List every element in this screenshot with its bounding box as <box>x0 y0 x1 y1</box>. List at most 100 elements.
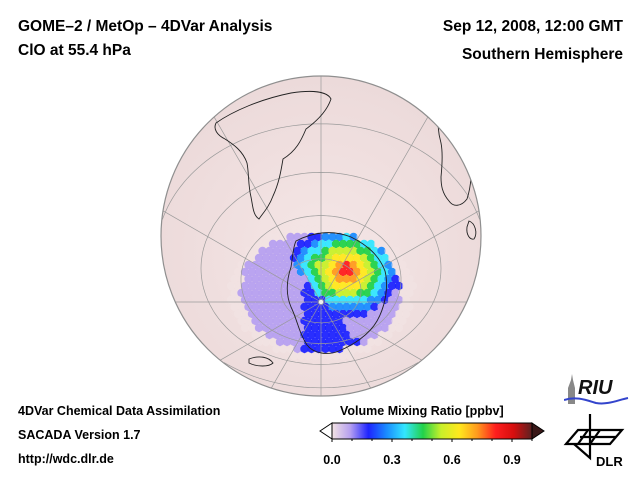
field-cell <box>387 267 397 277</box>
field-cell <box>398 302 407 312</box>
riu-logo: RIU <box>564 374 629 405</box>
field-cell <box>328 274 337 284</box>
field-cell <box>391 302 400 312</box>
field-cell <box>342 274 351 284</box>
field-cell <box>405 302 414 312</box>
field-cell <box>328 218 337 228</box>
field-cell <box>244 288 253 298</box>
field-cell <box>338 351 348 361</box>
field-cell <box>398 316 407 326</box>
field-cell <box>373 281 383 291</box>
field-cell <box>261 239 271 249</box>
field-cell <box>335 316 344 326</box>
field-cell <box>300 218 309 228</box>
field-cell <box>261 309 271 319</box>
field-cell <box>338 239 348 249</box>
field-cell <box>405 274 414 284</box>
field-cell <box>398 260 407 270</box>
field-cell <box>303 225 313 235</box>
field-cell <box>286 316 295 326</box>
field-cell <box>300 260 309 270</box>
colorbar-tick-3: 0.9 <box>503 453 521 467</box>
field-cell <box>398 288 407 298</box>
field-cell <box>370 232 379 242</box>
meridian-line <box>270 301 322 389</box>
field-cell <box>363 288 372 298</box>
field-cell <box>342 330 351 340</box>
field-cell <box>387 323 397 333</box>
field-cell <box>359 267 369 277</box>
field-cell <box>398 274 407 284</box>
field-cell <box>335 274 344 284</box>
field-cell <box>296 323 306 333</box>
date-label: Sep 12, 2008, 12:00 GMT <box>442 18 623 35</box>
field-cell <box>247 309 257 319</box>
field-cell <box>265 274 274 284</box>
meridian-line <box>320 301 422 361</box>
field-cell <box>258 316 267 326</box>
field-cell <box>331 281 341 291</box>
field-cell <box>317 239 327 249</box>
field-cell <box>289 225 299 235</box>
meridian-line <box>320 116 429 303</box>
field-cell <box>272 232 281 242</box>
field-cell <box>251 274 260 284</box>
map-subtitle: ClO at 55.4 hPa <box>18 42 131 59</box>
field-cell <box>401 281 411 291</box>
field-cell <box>370 274 379 284</box>
field-cell <box>289 267 299 277</box>
field-cell <box>237 316 246 326</box>
field-cell <box>307 246 316 256</box>
colorbar-extend-high <box>531 422 545 440</box>
field-cell <box>345 239 355 249</box>
field-cell <box>352 225 362 235</box>
field-cell <box>370 302 379 312</box>
field-cell <box>254 309 264 319</box>
field-cell <box>380 239 390 249</box>
field-cell <box>286 260 295 270</box>
field-cell <box>289 351 299 361</box>
field-cell <box>233 309 243 319</box>
field-cell <box>356 288 365 298</box>
field-cell <box>282 337 292 347</box>
field-cell <box>384 316 393 326</box>
meridian-line <box>320 301 372 389</box>
field-cell <box>377 330 386 340</box>
field-cell <box>314 246 323 256</box>
field-cell <box>345 225 355 235</box>
field-cell <box>317 351 327 361</box>
field-cell <box>300 246 309 256</box>
field-cell <box>314 344 323 354</box>
field-cell <box>349 260 358 270</box>
field-cell <box>247 323 257 333</box>
field-cell <box>251 288 260 298</box>
cathedral-icon <box>568 374 575 404</box>
field-cell <box>289 337 299 347</box>
field-cell <box>275 253 285 263</box>
field-cell <box>303 323 313 333</box>
antarctica-coastline <box>286 232 388 354</box>
colorbar-tick-1: 0.3 <box>383 453 401 467</box>
field-cell <box>261 253 271 263</box>
field-cell <box>254 323 264 333</box>
field-cell <box>356 260 365 270</box>
footer-url[interactable]: http://wdc.dlr.de <box>18 452 114 466</box>
colorbar-tick-2: 0.6 <box>443 453 461 467</box>
field-cell <box>275 309 285 319</box>
field-cell <box>314 218 323 228</box>
colorbar-tick-0: 0.0 <box>323 453 341 467</box>
map-title: GOME–2 / MetOp – 4DVar Analysis <box>18 18 273 35</box>
field-cell <box>261 337 271 347</box>
meridian-line <box>220 301 322 361</box>
field-cell <box>310 267 320 277</box>
field-cell <box>296 225 306 235</box>
field-cell <box>349 274 358 284</box>
field-cell <box>272 302 281 312</box>
dlr-logo: DLR <box>563 414 625 469</box>
field-cell <box>265 246 274 256</box>
field-cell <box>391 246 400 256</box>
field-cell <box>352 281 362 291</box>
dlr-emblem-icon <box>563 414 625 461</box>
field-cell <box>387 281 397 291</box>
field-cell <box>394 267 404 277</box>
